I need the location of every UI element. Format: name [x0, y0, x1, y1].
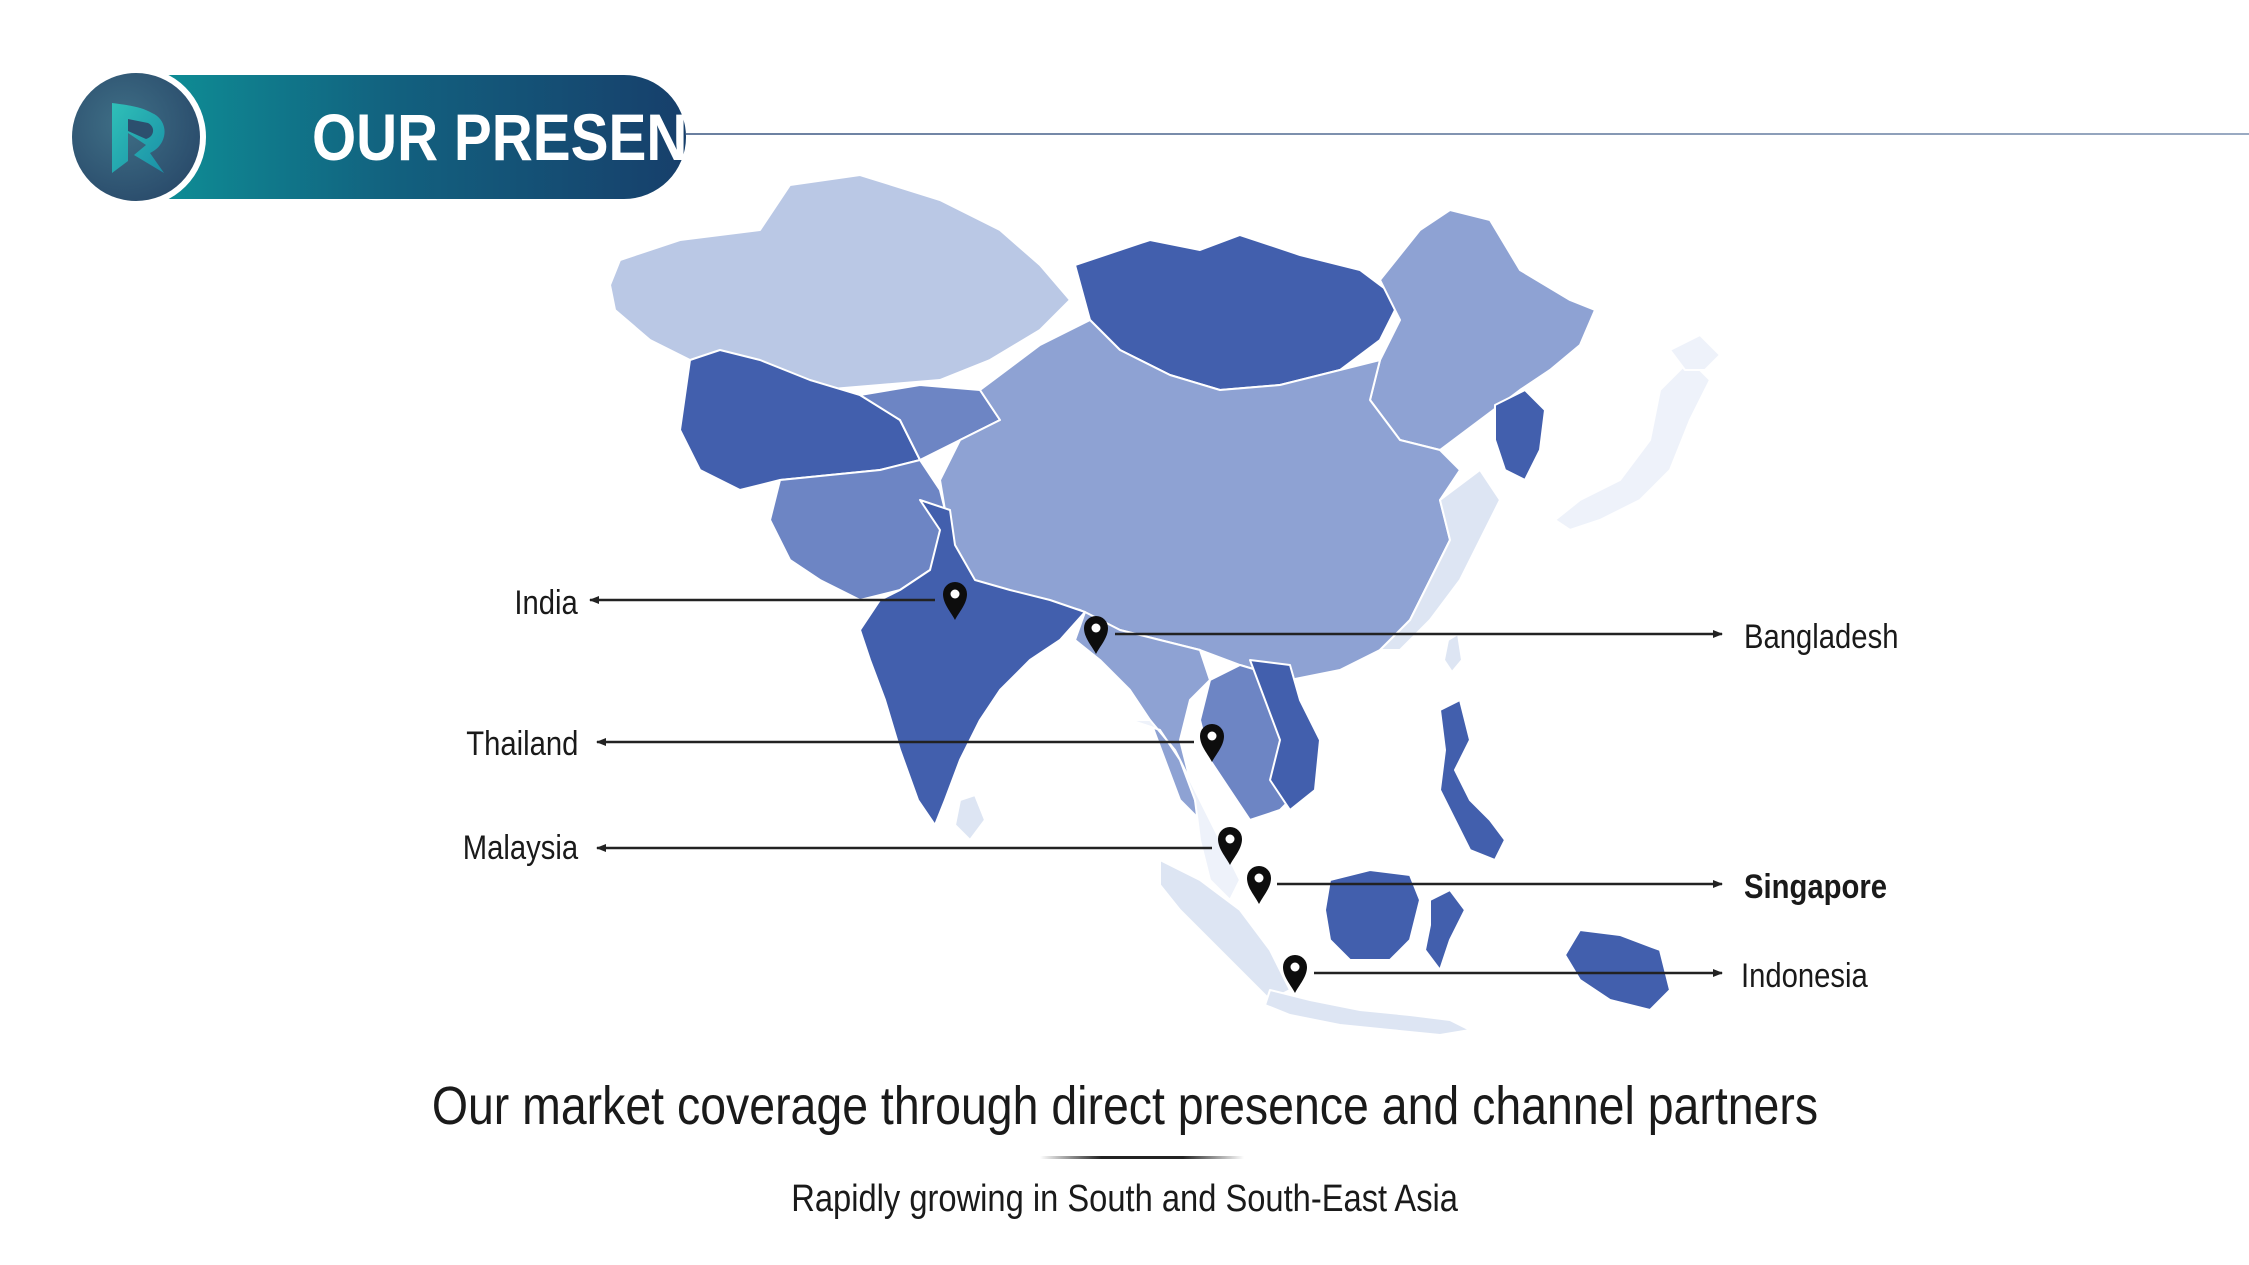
region-java: [1264, 989, 1471, 1036]
region-malay-peninsula: [1129, 719, 1241, 901]
coverage-headline: Our market coverage through direct prese…: [431, 1076, 1818, 1136]
location-label-singapore: Singapore: [1744, 868, 1887, 906]
region-hokkaido: [1669, 334, 1721, 371]
location-label-bangladesh: Bangladesh: [1744, 618, 1899, 656]
title-banner: OUR PRESENCE: [152, 75, 766, 199]
region-northeast: [1369, 209, 1596, 451]
connector-lines: [589, 596, 1723, 977]
region-india: [859, 499, 1086, 826]
region-north: [609, 174, 1071, 396]
region-korea: [1494, 389, 1546, 481]
region-japan: [1554, 359, 1711, 531]
map-pin-icon[interactable]: [943, 582, 967, 620]
location-label-malaysia: Malaysia: [462, 829, 578, 867]
region-sri-lanka: [954, 794, 986, 841]
page-title: OUR PRESENCE: [312, 100, 767, 174]
location-pins: [943, 582, 1307, 993]
map-pin-icon[interactable]: [1283, 955, 1307, 993]
footer-divider: [1040, 1156, 1244, 1159]
brand-logo-icon: [72, 73, 200, 201]
section-header: OUR PRESENCE: [66, 67, 766, 207]
region-sulawesi: [1424, 889, 1466, 971]
location-label-india: India: [514, 584, 578, 622]
location-label-indonesia: Indonesia: [1741, 957, 1868, 995]
region-taiwan: [1443, 633, 1463, 673]
header-rule: [686, 133, 2249, 135]
location-label-thailand: Thailand: [465, 725, 578, 763]
coverage-subline: Rapidly growing in South and South-East …: [791, 1178, 1458, 1220]
map-pin-icon[interactable]: [1247, 866, 1271, 904]
map-pin-icon[interactable]: [1084, 616, 1108, 654]
map-pin-icon[interactable]: [1218, 827, 1242, 865]
region-borneo: [1324, 869, 1421, 961]
map-pin-icon[interactable]: [1200, 724, 1224, 762]
region-vietnam: [1249, 659, 1321, 811]
region-papua: [1564, 929, 1671, 1011]
region-philippines: [1439, 699, 1506, 861]
map-regions: [609, 174, 1721, 1036]
